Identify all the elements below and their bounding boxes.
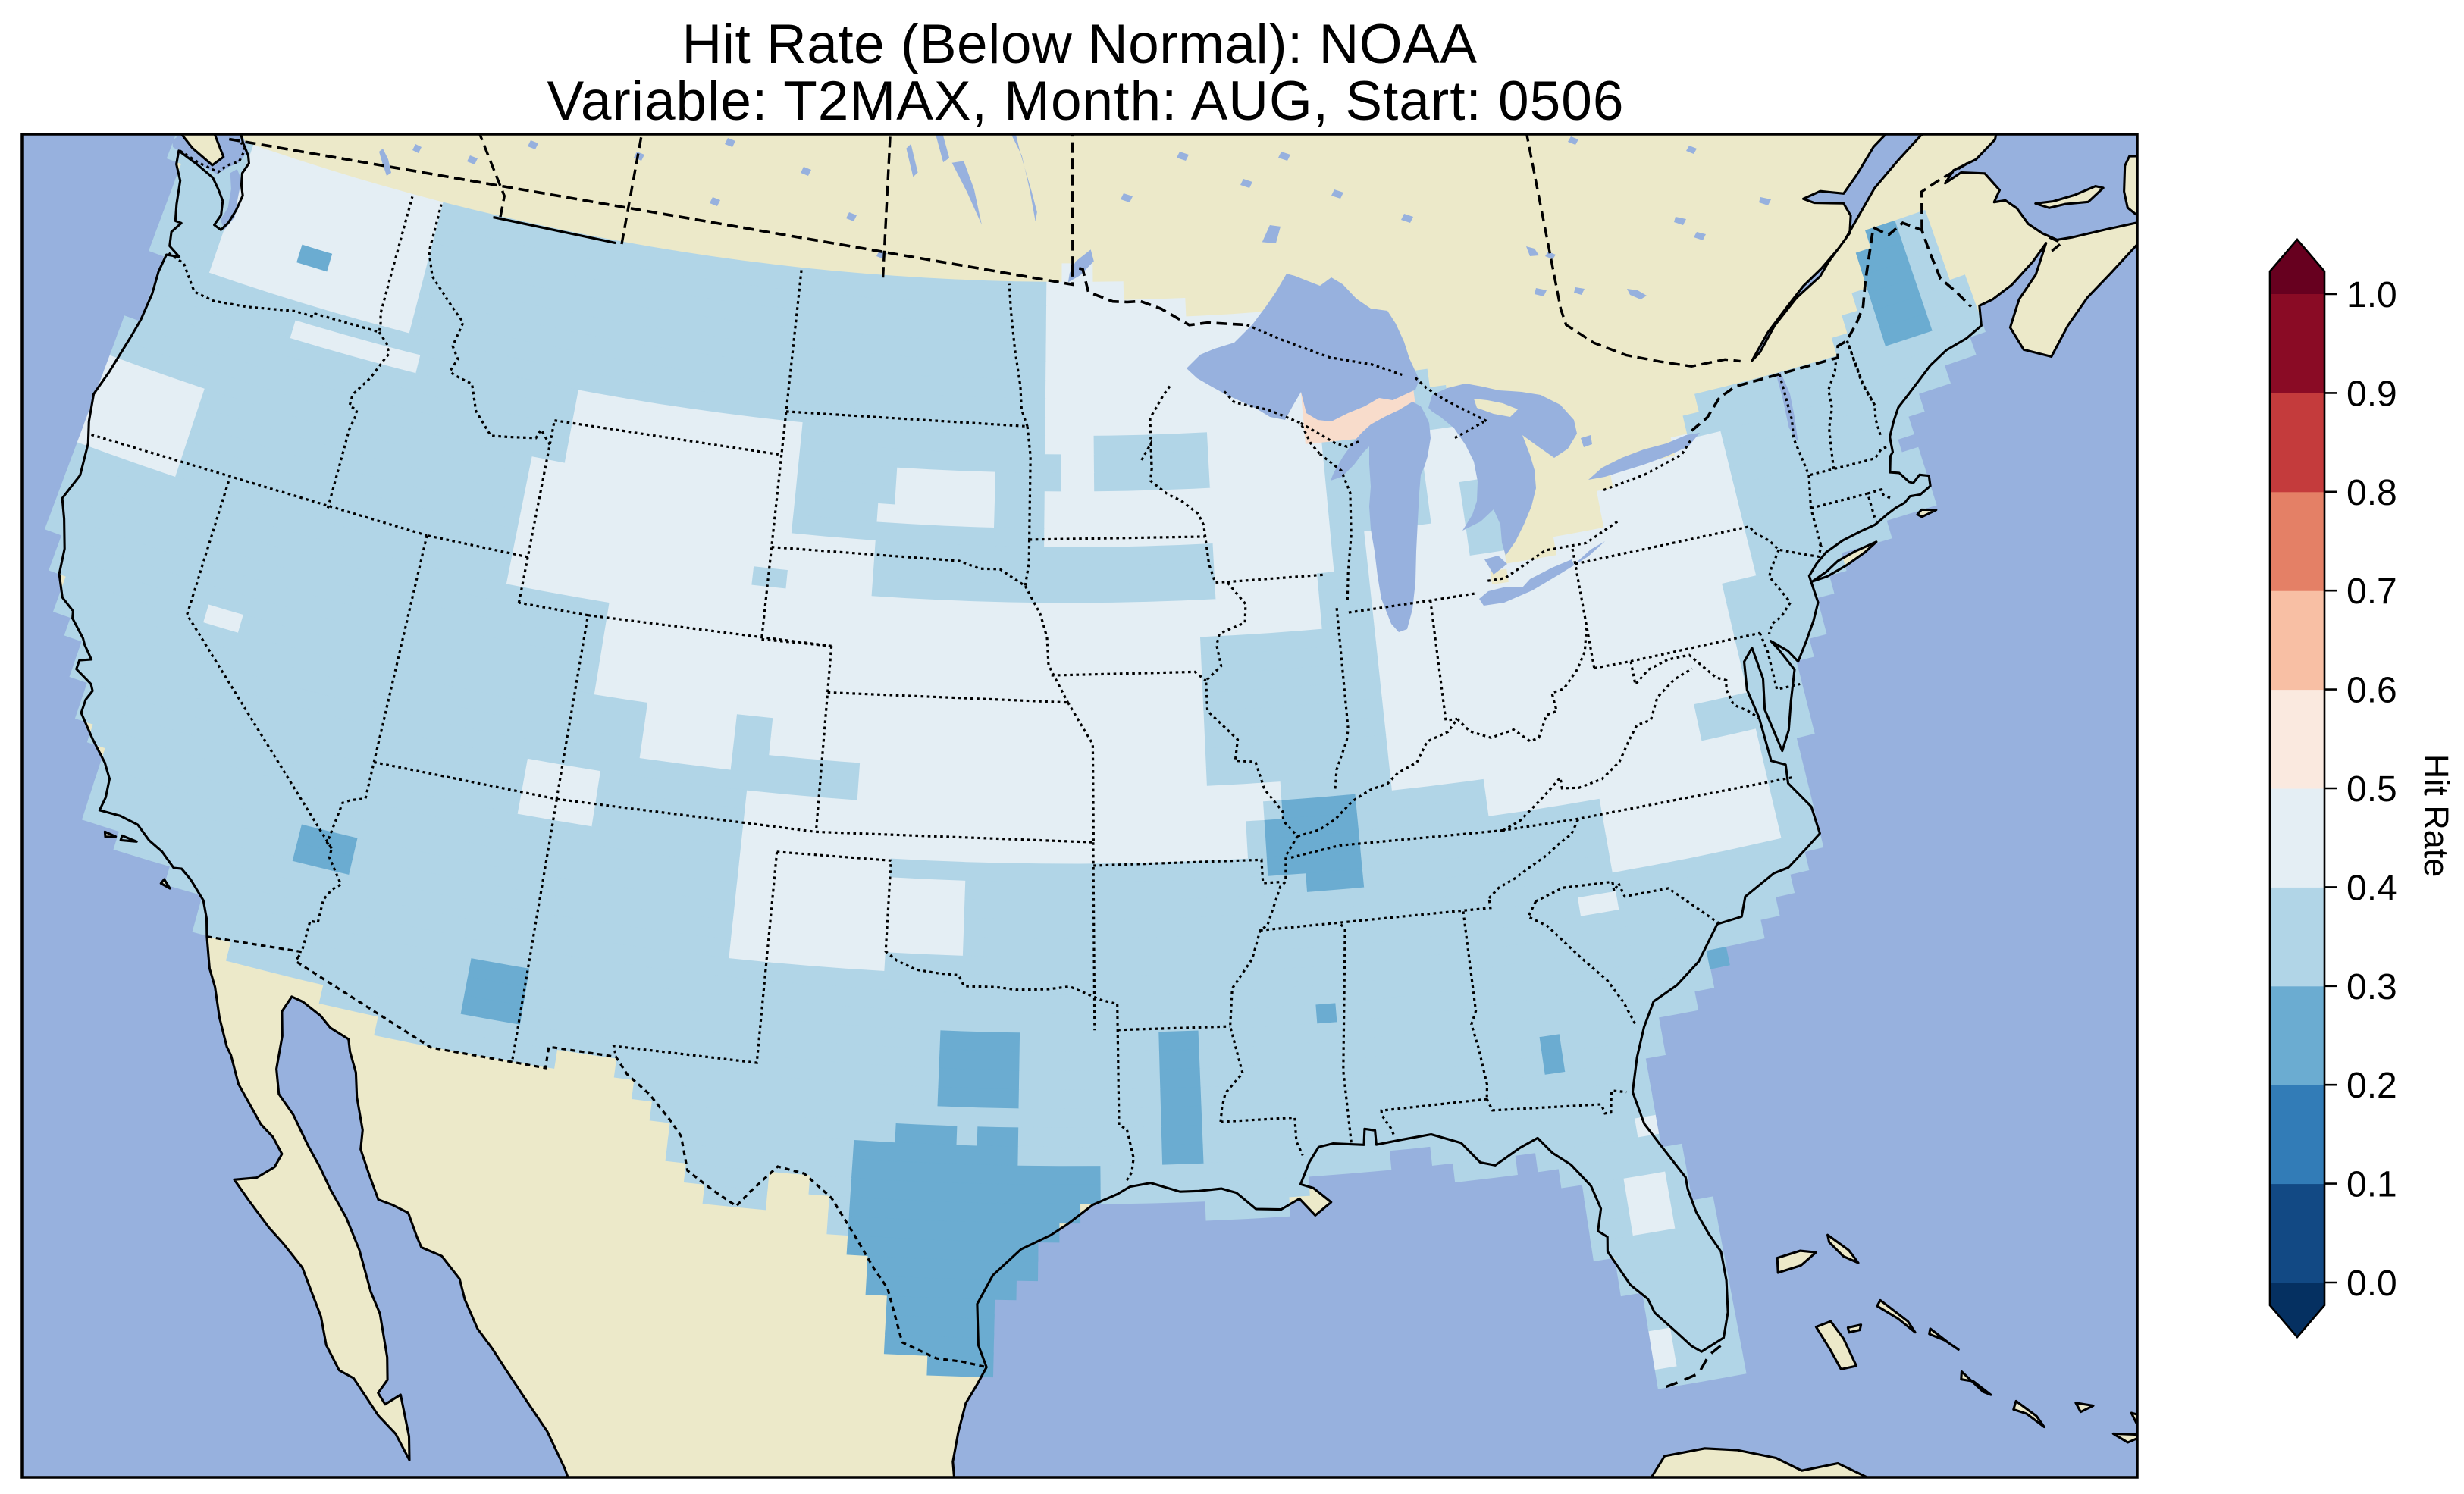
svg-text:0.2: 0.2: [2346, 1066, 2397, 1106]
svg-text:0.3: 0.3: [2346, 967, 2397, 1007]
svg-text:0.5: 0.5: [2346, 769, 2397, 810]
svg-text:Hit Rate: Hit Rate: [2417, 754, 2456, 878]
svg-text:0.0: 0.0: [2346, 1264, 2397, 1304]
svg-text:Hit Rate (Below Normal): NOAA: Hit Rate (Below Normal): NOAA: [682, 14, 1478, 75]
svg-text:0.9: 0.9: [2346, 374, 2397, 414]
svg-text:Variable: T2MAX, Month: AUG, S: Variable: T2MAX, Month: AUG, Start: 0506: [547, 70, 1625, 132]
svg-text:0.1: 0.1: [2346, 1165, 2397, 1205]
svg-text:0.8: 0.8: [2346, 473, 2397, 513]
svg-text:0.7: 0.7: [2346, 572, 2397, 612]
svg-text:1.0: 1.0: [2346, 275, 2397, 315]
svg-text:0.4: 0.4: [2346, 868, 2397, 908]
svg-text:0.6: 0.6: [2346, 671, 2397, 711]
